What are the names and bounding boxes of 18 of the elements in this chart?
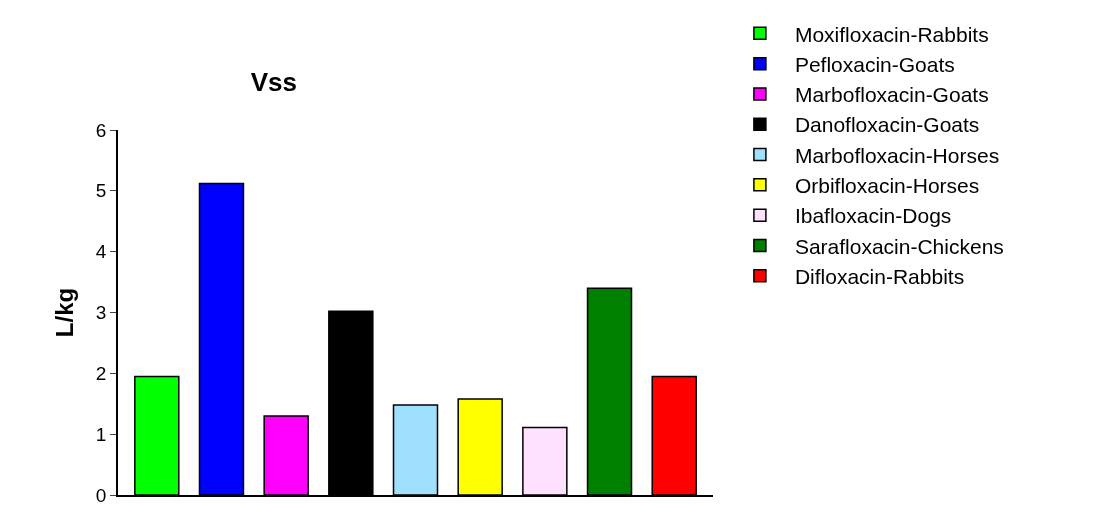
y-axis-title: L/kg — [51, 287, 79, 338]
legend-label: Difloxacin-Rabbits — [794, 264, 965, 288]
chart-title: Vss — [250, 66, 298, 97]
y-tick-label: 2 — [95, 362, 107, 384]
legend-label: Orbifloxacin-Horses — [794, 174, 980, 198]
legend-label: Pefloxacin-Goats — [794, 52, 955, 76]
legend-label: Ibafloxacin-Dogs — [794, 204, 952, 228]
y-tick-label: 6 — [95, 119, 107, 141]
legend-label: Marbofloxacin-Horses — [794, 143, 1000, 167]
legend-label: Moxifloxacin-Rabbits — [794, 22, 989, 46]
legend-label: Marbofloxacin-Goats — [794, 83, 989, 107]
y-tick-label: 4 — [95, 241, 107, 263]
legend-label: Sarafloxacin-Chickens — [794, 234, 1004, 258]
y-tick-label: 5 — [95, 180, 107, 202]
y-tick-label: 3 — [95, 302, 107, 324]
y-tick-label: 0 — [95, 484, 107, 506]
y-tick-label: 1 — [95, 423, 107, 445]
legend-label: Danofloxacin-Goats — [794, 113, 980, 137]
